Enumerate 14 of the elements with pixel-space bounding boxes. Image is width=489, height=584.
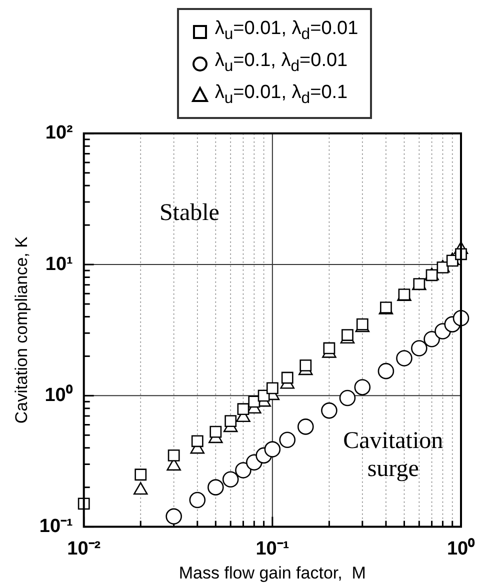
y-tick-label: 10¹ [45,254,73,276]
y-tick-label: 10⁰ [44,384,73,406]
legend-label: λ$_{u}$=0.01, λ$_{d}$=0.01 [214,17,358,45]
annotation: Stable [159,200,220,226]
y-tick-label: 10² [45,123,73,144]
legend-label: λ$_{u}$=0.01, λ$_{d}$=0.1 [214,80,348,108]
x-tick-label: 10⁰ [446,538,476,560]
legend-label: λ$_{u}$=0.1, λ$_{d}$=0.01 [214,48,348,77]
x-tick-label: 10⁻¹ [256,538,290,560]
x-tick-label: 10⁻² [67,538,101,560]
y-axis-title: Cavitation compliance, K [12,236,31,424]
x-axis-title: Mass flow gain factor, M [178,564,366,583]
y-tick-label: 10⁻¹ [39,516,73,538]
annotation: Cavitation surge [343,428,444,483]
